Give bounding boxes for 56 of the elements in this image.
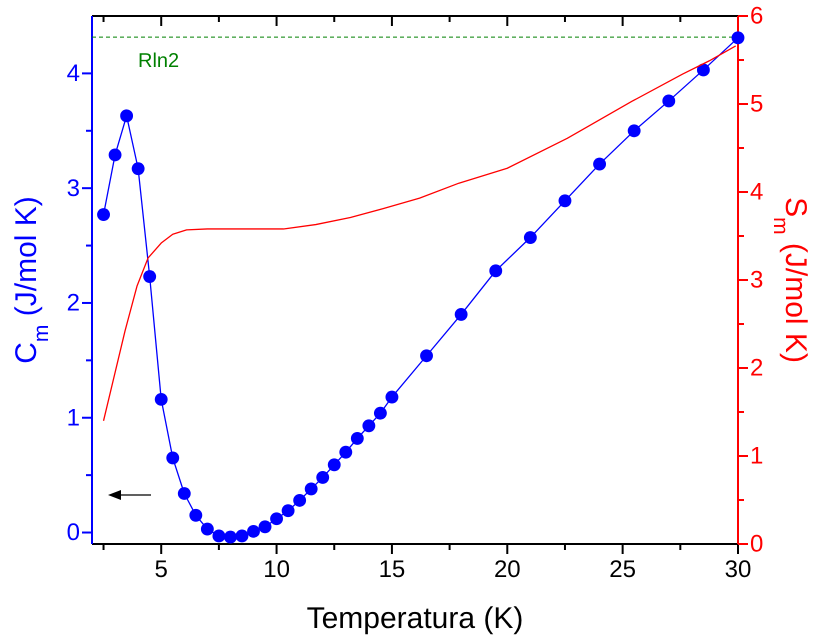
y2-tick-label: 6 <box>750 2 764 30</box>
point <box>166 451 180 464</box>
x-tick-label: 5 <box>154 556 168 584</box>
y-tick-label: 2 <box>66 290 80 317</box>
point <box>189 508 202 522</box>
point <box>200 522 214 536</box>
point <box>120 109 134 122</box>
y2-tick-label: 4 <box>750 178 764 206</box>
point <box>97 208 110 221</box>
ref-line-label: Rln2 <box>138 50 180 72</box>
point <box>732 31 744 44</box>
y-tick-label: 0 <box>66 519 80 546</box>
y2-tick-label: 2 <box>750 354 764 382</box>
point <box>304 482 318 496</box>
x-tick-label: 20 <box>494 556 521 584</box>
y2-tick-label: 1 <box>750 442 764 470</box>
y2-tick-label: 0 <box>750 530 764 558</box>
point <box>224 530 237 544</box>
point <box>143 270 156 283</box>
point <box>339 446 352 459</box>
x-axis-title: Temperatura (K) <box>306 602 524 635</box>
point <box>454 308 468 321</box>
point <box>154 392 168 406</box>
point <box>212 530 226 542</box>
point <box>385 390 398 404</box>
y2-tick-label: 5 <box>750 90 764 118</box>
x-tick-label: 10 <box>263 556 290 584</box>
point <box>293 494 306 507</box>
y-tick-label: 1 <box>66 404 80 432</box>
point <box>374 406 387 420</box>
point <box>282 504 295 518</box>
y-tick-label: 4 <box>66 60 80 88</box>
point <box>662 94 676 108</box>
point <box>316 471 330 484</box>
point <box>696 64 710 76</box>
point <box>558 194 572 208</box>
x-tick-label: 15 <box>378 556 406 584</box>
point <box>132 162 145 176</box>
x-tick-label: 30 <box>724 556 752 584</box>
x-tick-label: 25 <box>609 556 636 584</box>
point <box>362 419 376 432</box>
y-tick-label: 3 <box>66 174 80 202</box>
point <box>247 524 260 538</box>
point <box>236 530 248 542</box>
point <box>350 432 364 445</box>
point <box>270 512 284 526</box>
point <box>489 264 502 278</box>
point <box>328 458 341 472</box>
point <box>420 349 433 362</box>
point <box>628 124 641 138</box>
point <box>258 520 272 534</box>
point <box>178 487 191 500</box>
point <box>524 231 537 244</box>
y2-tick-label: 3 <box>750 266 764 294</box>
point <box>108 148 122 162</box>
point <box>593 158 606 170</box>
